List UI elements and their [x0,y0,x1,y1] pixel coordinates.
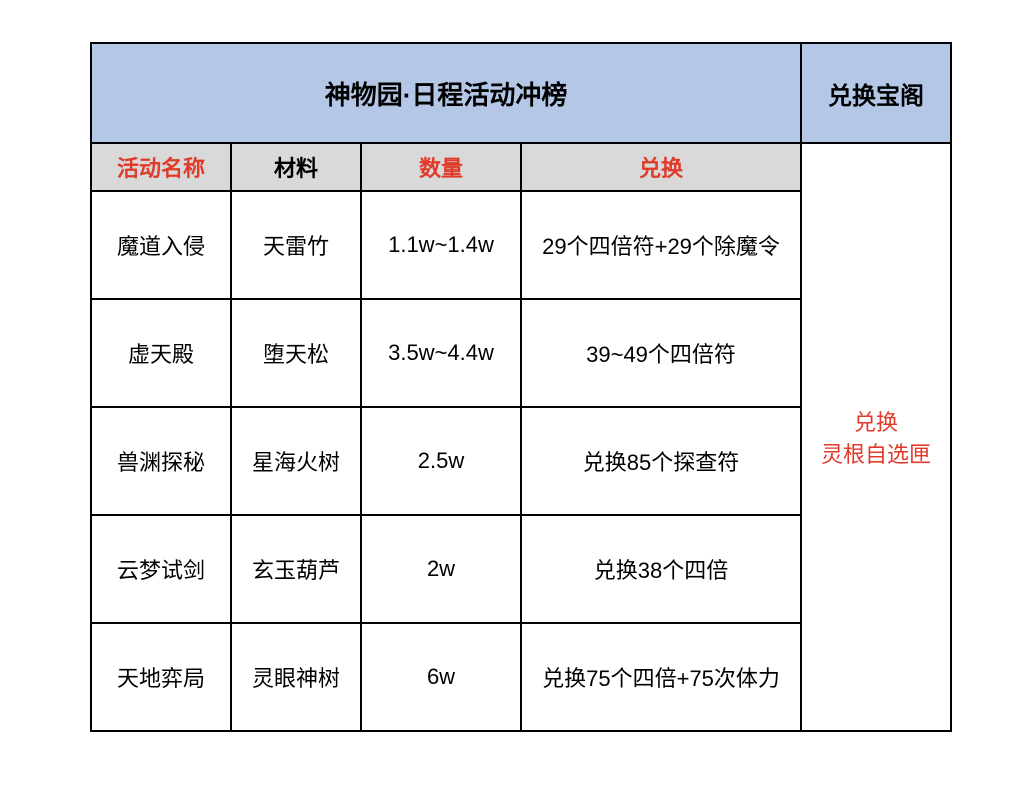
main-title-cell: 神物园·日程活动冲榜 [91,43,801,143]
cell-exchange: 兑换75个四倍+75次体力 [521,623,801,731]
cell-qty: 1.1w~1.4w [361,191,521,299]
side-line2: 灵根自选匣 [808,437,944,469]
cell-name: 云梦试剑 [91,515,231,623]
activity-table: 神物园·日程活动冲榜 兑换宝阁 活动名称 材料 数量 兑换 兑换 灵根自选匣 魔… [90,42,952,732]
cell-name: 魔道入侵 [91,191,231,299]
cell-qty: 2.5w [361,407,521,515]
cell-exchange: 兑换38个四倍 [521,515,801,623]
cell-material: 堕天松 [231,299,361,407]
cell-name: 天地弈局 [91,623,231,731]
side-title-cell: 兑换宝阁 [801,43,951,143]
col-header-material: 材料 [231,143,361,191]
cell-material: 天雷竹 [231,191,361,299]
cell-material: 星海火树 [231,407,361,515]
cell-qty: 6w [361,623,521,731]
side-line1: 兑换 [808,405,944,437]
cell-name: 兽渊探秘 [91,407,231,515]
col-header-name: 活动名称 [91,143,231,191]
cell-name: 虚天殿 [91,299,231,407]
table-header-row: 神物园·日程活动冲榜 兑换宝阁 [91,43,951,143]
cell-qty: 2w [361,515,521,623]
side-exchange-cell: 兑换 灵根自选匣 [801,143,951,731]
cell-exchange: 兑换85个探查符 [521,407,801,515]
cell-exchange: 29个四倍符+29个除魔令 [521,191,801,299]
cell-material: 灵眼神树 [231,623,361,731]
col-header-exchange: 兑换 [521,143,801,191]
col-header-qty: 数量 [361,143,521,191]
cell-material: 玄玉葫芦 [231,515,361,623]
cell-exchange: 39~49个四倍符 [521,299,801,407]
cell-qty: 3.5w~4.4w [361,299,521,407]
table-subheader-row: 活动名称 材料 数量 兑换 兑换 灵根自选匣 [91,143,951,191]
